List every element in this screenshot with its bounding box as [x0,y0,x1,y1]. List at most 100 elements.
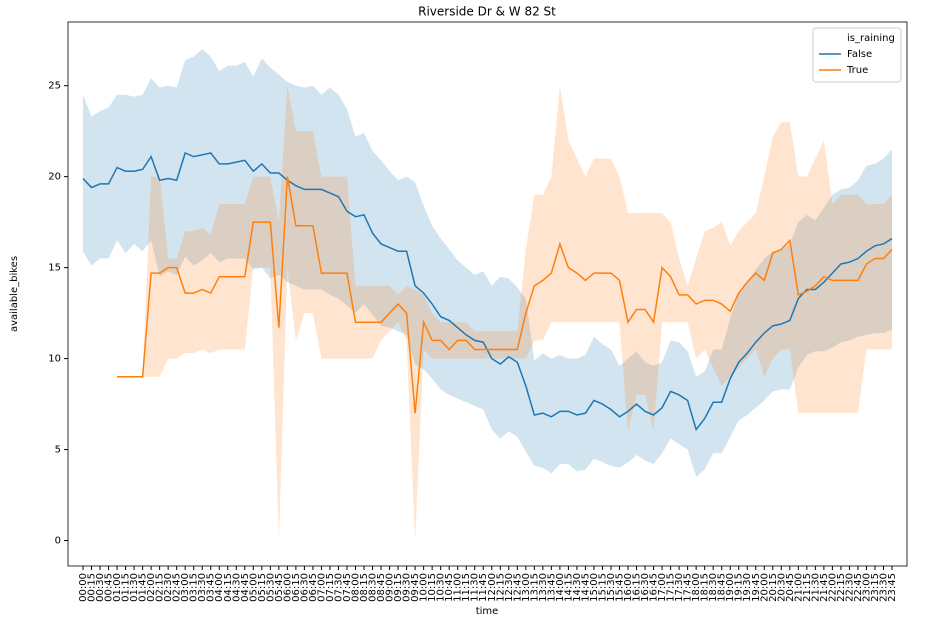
x-tick-label: 21:30 [810,573,821,602]
x-tick-label: 20:00 [759,573,770,602]
x-tick-label: 13:00 [521,573,532,602]
x-tick-label: 05:15 [257,573,268,602]
x-tick-label: 08:30 [368,573,379,602]
x-tick-label: 14:00 [555,573,566,602]
y-axis-label: available_bikes [9,256,20,332]
x-tick-label: 02:00 [146,573,157,602]
x-tick-label: 01:15 [121,573,132,602]
x-tick-label: 05:30 [265,573,276,602]
x-tick-label: 00:15 [87,573,98,602]
x-tick-label: 04:00 [214,573,225,602]
y-tick-label: 15 [48,263,61,274]
x-tick-label: 09:45 [410,573,421,602]
x-tick-label: 07:00 [316,573,327,602]
x-tick-label: 00:30 [95,573,106,602]
x-tick-label: 11:45 [478,573,489,602]
legend-label: True [846,65,868,76]
x-tick-label: 11:15 [461,573,472,602]
x-tick-label: 14:30 [572,573,583,602]
x-tick-label: 20:45 [785,573,796,602]
x-tick-label: 09:30 [402,573,413,602]
x-tick-label: 01:45 [138,573,149,602]
x-tick-label: 15:30 [606,573,617,602]
legend-title: is_raining [847,33,895,44]
x-tick-label: 06:45 [308,573,319,602]
x-tick-label: 06:30 [299,573,310,602]
x-tick-label: 02:15 [155,573,166,602]
x-tick-label: 17:30 [674,573,685,602]
legend-label: False [847,49,872,60]
y-tick-label: 5 [55,445,61,456]
x-tick-label: 17:45 [683,573,694,602]
x-tick-label: 13:45 [546,573,557,602]
x-tick-label: 22:15 [836,573,847,602]
x-tick-label: 18:00 [691,573,702,602]
x-tick-label: 21:00 [793,573,804,602]
legend-box [812,27,902,83]
x-tick-label: 10:45 [444,573,455,602]
x-tick-label: 16:15 [632,573,643,602]
line [117,176,893,414]
x-tick-label: 23:15 [870,573,881,602]
x-tick-label: 15:00 [589,573,600,602]
x-tick-label: 11:30 [470,573,481,602]
y-tick-label: 10 [48,354,61,365]
x-tick-label: 07:45 [342,573,353,602]
x-tick-label: 09:15 [393,573,404,602]
x-tick-label: 23:00 [861,573,872,602]
x-tick-label: 12:00 [487,573,498,602]
x-tick-label: 23:45 [887,573,898,602]
y-tick-label: 0 [55,536,61,547]
x-tick-label: 19:30 [742,573,753,602]
x-tick-label: 08:00 [351,573,362,602]
x-tick-label: 14:15 [563,573,574,602]
x-tick-label: 09:00 [385,573,396,602]
x-tick-label: 01:00 [112,573,123,602]
x-tick-label: 14:45 [580,573,591,602]
x-tick-label: 08:15 [359,573,370,602]
x-tick-label: 18:45 [717,573,728,602]
x-tick-label: 21:45 [819,573,830,602]
x-tick-label: 11:00 [453,573,464,602]
x-tick-label: 10:15 [427,573,438,602]
x-tick-label: 00:00 [78,573,89,602]
x-tick-label: 00:45 [104,573,115,602]
x-tick-label: 20:30 [776,573,787,602]
x-tick-label: 10:00 [419,573,430,602]
x-tick-label: 05:00 [248,573,259,602]
x-tick-label: 12:45 [512,573,523,602]
x-tick-label: 10:30 [436,573,447,602]
x-tick-label: 15:45 [614,573,625,602]
x-tick-label: 03:45 [206,573,217,602]
x-tick-label: 07:15 [325,573,336,602]
line [82,151,893,432]
x-tick-label: 02:45 [172,573,183,602]
x-tick-label: 03:00 [180,573,191,602]
x-tick-label: 04:45 [240,573,251,602]
plot-frame [67,21,908,567]
x-tick-label: 13:30 [538,573,549,602]
x-tick-label: 16:45 [649,573,660,602]
x-tick-label: 19:15 [734,573,745,602]
x-tick-label: 03:15 [189,573,200,602]
y-tick-label: 20 [48,172,61,183]
x-tick-label: 07:30 [333,573,344,602]
x-tick-label: 08:45 [376,573,387,602]
x-tick-label: 06:15 [291,573,302,602]
x-tick-label: 19:45 [751,573,762,602]
x-tick-label: 04:15 [223,573,234,602]
x-tick-label: 18:30 [708,573,719,602]
x-tick-label: 16:30 [640,573,651,602]
x-tick-label: 05:45 [274,573,285,602]
x-tick-label: 02:30 [163,573,174,602]
x-tick-label: 03:30 [197,573,208,602]
x-tick-label: 06:00 [282,573,293,602]
x-tick-label: 15:15 [597,573,608,602]
x-tick-label: 17:00 [657,573,668,602]
x-tick-label: 16:00 [623,573,634,602]
x-tick-label: 22:45 [853,573,864,602]
x-tick-label: 12:15 [495,573,506,602]
x-tick-label: 19:00 [725,573,736,602]
